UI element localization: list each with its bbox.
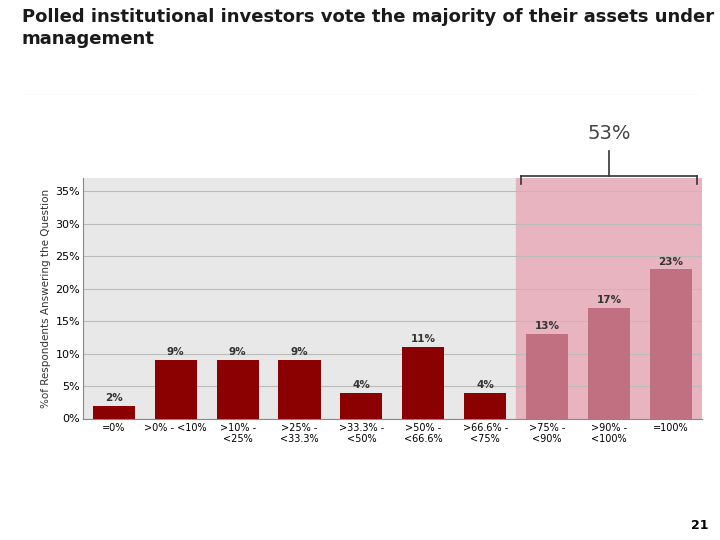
Bar <box>650 269 692 418</box>
Text: Percentage of equities voted as a percentage of assets under management in 2008: Percentage of equities voted as a percen… <box>83 103 637 116</box>
Text: Polled institutional investors vote the majority of their assets under
managemen: Polled institutional investors vote the … <box>22 8 714 48</box>
Bar <box>464 393 506 418</box>
Bar <box>680 510 720 540</box>
Text: 21: 21 <box>691 518 708 532</box>
Bar <box>402 347 444 418</box>
Text: 9%: 9% <box>167 347 184 357</box>
Bar <box>588 308 630 418</box>
Text: 53%: 53% <box>588 124 631 143</box>
Bar <box>217 360 258 418</box>
Text: 23%: 23% <box>659 256 683 267</box>
Bar <box>526 334 568 418</box>
Text: 4%: 4% <box>477 380 494 390</box>
Y-axis label: %of Respondents Answering the Question: %of Respondents Answering the Question <box>41 189 51 408</box>
Bar <box>516 178 702 418</box>
Bar <box>155 360 197 418</box>
Text: www.riskmetrics.com: www.riskmetrics.com <box>14 520 118 530</box>
Text: 2%: 2% <box>105 393 122 403</box>
Bar <box>341 393 382 418</box>
Text: 17%: 17% <box>597 295 621 306</box>
Text: 11%: 11% <box>411 334 436 345</box>
Text: 4%: 4% <box>353 380 370 390</box>
Bar <box>279 360 320 418</box>
Text: 13%: 13% <box>535 321 559 332</box>
Bar <box>93 406 135 419</box>
Text: 9%: 9% <box>291 347 308 357</box>
Text: 9%: 9% <box>229 347 246 357</box>
